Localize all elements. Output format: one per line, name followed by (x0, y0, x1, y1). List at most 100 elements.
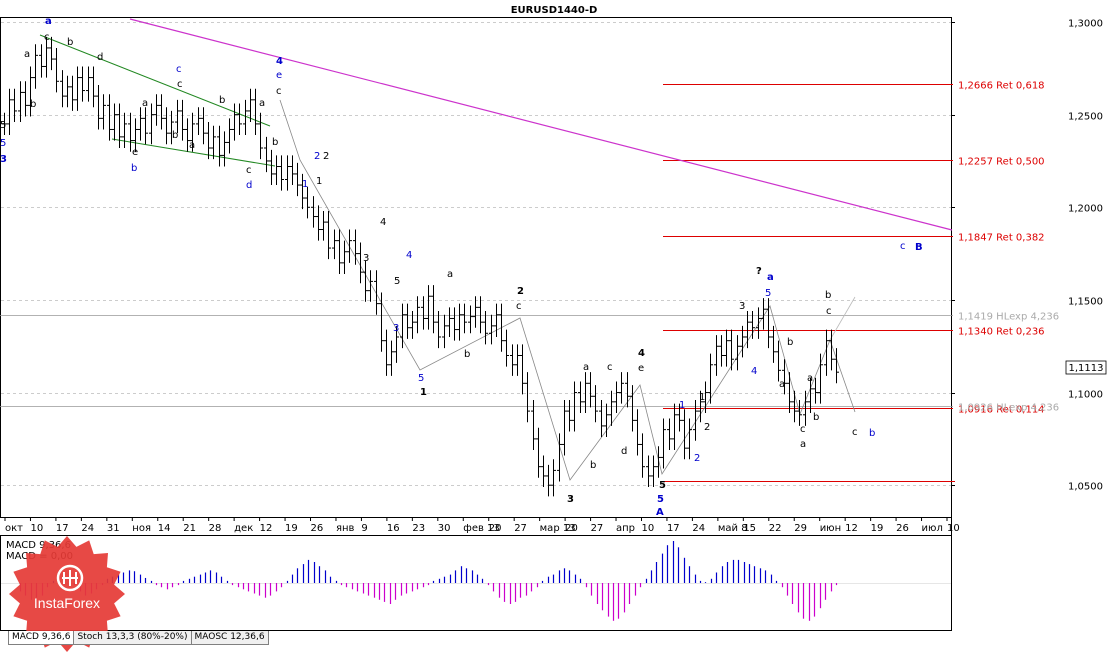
x-tick-label: 10 (641, 523, 654, 534)
x-tick-label: 21 (183, 523, 196, 534)
wave-label: 1 (316, 176, 322, 187)
wave-label: d (246, 180, 252, 191)
x-tick-label: июл (922, 523, 943, 534)
fib-label: 1,1847 Ret 0,382 (958, 233, 1045, 244)
current-price-tag: 1,1113 (1065, 360, 1107, 375)
fib-label: 1,2666 Ret 0,618 (958, 81, 1045, 92)
projection-line (829, 296, 856, 341)
x-tick-label: окт (5, 523, 23, 534)
wave-label: 4 (406, 250, 412, 261)
wave-label: c (900, 241, 906, 252)
wave-label: a (447, 269, 453, 280)
x-tick-label: апр (616, 523, 635, 534)
wave-label: c (177, 79, 183, 90)
wave-label: 4 (276, 56, 283, 67)
svg-text:InstaForex: InstaForex (34, 595, 100, 611)
x-tick-label: 19 (285, 523, 298, 534)
svg-text:1,1113: 1,1113 (1069, 363, 1104, 374)
x-tick-label: 26 (311, 523, 324, 534)
x-tick-label: 22 (769, 523, 782, 534)
wave-label: a (189, 140, 195, 151)
wave-label: b (869, 428, 875, 439)
x-tick-label: 12 (260, 523, 273, 534)
wave-label: a (779, 379, 785, 390)
wave-label: c (607, 362, 613, 373)
wave-label: 4 (638, 348, 645, 359)
wave-label: a (45, 16, 52, 27)
wave-label: a (800, 439, 806, 450)
wave-label: e (132, 147, 138, 158)
x-tick-label: дек (234, 523, 253, 534)
x-tick-label: ноя (132, 523, 151, 534)
chart-title: EURUSD1440-D (511, 5, 598, 16)
macd-title: MACD 9,36,6 (6, 540, 71, 551)
wave-label: A (656, 507, 664, 518)
hl-label: 1,1419 HLexp 4,236 (958, 312, 1059, 323)
wave-label: 3 (0, 154, 7, 165)
wave-label: a (259, 98, 265, 109)
wave-label: b (30, 99, 36, 110)
x-tick-label: 15 (743, 523, 756, 534)
price-panel-frame (0, 17, 952, 518)
wave-label: 2 (323, 151, 329, 162)
x-tick-label: 28 (209, 523, 222, 534)
fib-levels: 1,2666 Ret 0,618 1,2257 Ret 0,500 1,1847 R… (0, 81, 1059, 482)
y-tick-label: 1,2500 (1068, 112, 1103, 123)
x-tick-label: 24 (81, 523, 94, 534)
wave-label: 5 (394, 276, 400, 287)
wave-label: b (787, 337, 793, 348)
x-tick-label: 24 (692, 523, 705, 534)
y-tick-label: 1,1000 (1068, 390, 1103, 401)
time-axis: окт 10 17 24 31 ноя 14 21 28 дек 12 19 26 янв 9 16 23 30 ф… (4, 517, 960, 534)
wave-label: 2 (704, 422, 710, 433)
wave-label: ? (756, 266, 762, 277)
wave-label: c (176, 64, 182, 75)
x-tick-label: май 8 (718, 523, 748, 534)
y-tick-label: 1,3000 (1068, 19, 1103, 30)
wave-label: 3 (363, 253, 369, 264)
wave-label: 5 (657, 494, 664, 505)
x-tick-label: 17 (56, 523, 69, 534)
wave-label: d (621, 446, 627, 457)
wave-label: a (583, 362, 589, 373)
tab-stoch[interactable]: Stoch 13,3,3 (80%-20%) (73, 631, 192, 645)
grid (1, 22, 951, 486)
wave-label: a (807, 373, 813, 384)
wave-label: a (142, 98, 148, 109)
x-tick-label: 23 (412, 523, 425, 534)
x-tick-label: 20 (489, 523, 502, 534)
x-tick-label: 14 (158, 523, 171, 534)
wave-label: c (276, 86, 282, 97)
wave-label: 1 (699, 392, 705, 403)
tab-macd[interactable]: MACD 9,36,6 (8, 631, 75, 645)
x-tick-label: фев 13 (463, 523, 500, 534)
wave-label: a (767, 272, 774, 283)
wave-label: 3 (393, 323, 399, 334)
x-tick-label: 31 (107, 523, 120, 534)
wave-label: c (44, 32, 50, 43)
channel-line-upper (39, 34, 271, 127)
wave-label: 5 (765, 288, 771, 299)
x-tick-label: 26 (896, 523, 909, 534)
fib-label: 1,1340 Ret 0,236 (958, 327, 1045, 338)
wave-label: b (590, 460, 596, 471)
wave-label: d (97, 52, 103, 63)
wave-label: c (800, 424, 806, 435)
wave-label: c (246, 165, 252, 176)
x-tick-label: 29 (794, 523, 807, 534)
wave-label: 1 (302, 179, 308, 190)
wave-label: b (272, 137, 278, 148)
wave-label: 2 (517, 286, 524, 297)
wave-label: b (172, 130, 178, 141)
wave-label: c (516, 301, 522, 312)
wave-label: b (67, 37, 73, 48)
x-tick-label: 9 (361, 523, 367, 534)
wave-label: 1 (420, 387, 427, 398)
tab-maosc[interactable]: MAOSC 12,36,6 (190, 631, 269, 645)
wave-labels: a c b d a b c c a b a e b b c d a 4 e c … (0, 16, 923, 518)
wave-label: 2 (314, 151, 320, 162)
wave-label: 5 (0, 120, 6, 131)
macd-panel-frame (0, 535, 952, 631)
y-tick-label: 1,1500 (1068, 297, 1103, 308)
